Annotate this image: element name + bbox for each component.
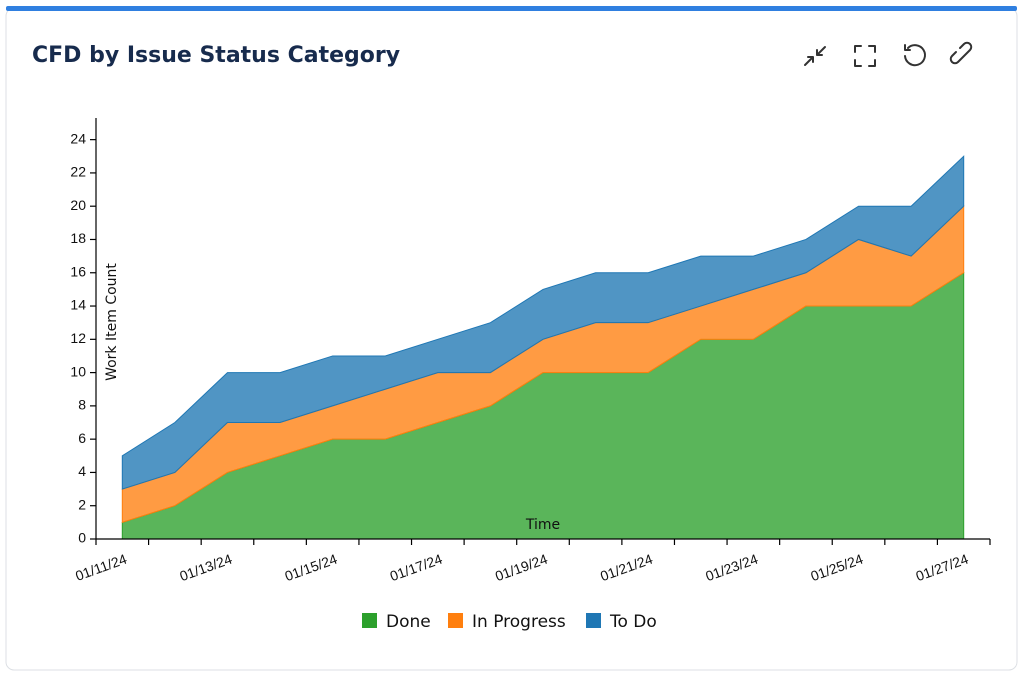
y-tick-label: 24	[70, 130, 86, 146]
x-axis-label: Time	[525, 517, 560, 533]
legend-swatch	[362, 613, 377, 628]
y-tick-label: 12	[70, 330, 86, 346]
y-tick-label: 22	[70, 164, 86, 180]
card-accent	[6, 6, 1017, 11]
y-tick-label: 16	[70, 263, 86, 279]
y-axis-label: Work Item Count	[104, 263, 120, 381]
fullscreen-button[interactable]	[854, 45, 876, 67]
area	[121, 155, 965, 490]
y-tick-label: 2	[78, 496, 86, 512]
minimize-button[interactable]	[804, 46, 826, 66]
legend-label: To Do	[609, 612, 657, 632]
legend-swatch	[448, 613, 463, 628]
chart-title: CFD by Issue Status Category	[32, 43, 400, 68]
y-tick-label: 18	[70, 230, 86, 246]
y-tick-label: 10	[70, 363, 86, 379]
legend-label: In Progress	[472, 612, 566, 632]
y-tick-label: 0	[78, 530, 86, 546]
legend-label: Done	[386, 612, 431, 632]
y-tick-label: 6	[78, 430, 86, 446]
link-button[interactable]	[949, 41, 973, 65]
refresh-button[interactable]	[904, 44, 926, 67]
y-tick-label: 20	[70, 197, 86, 213]
y-tick-label: 4	[78, 463, 86, 479]
y-tick-label: 8	[78, 397, 86, 413]
legend-swatch	[586, 613, 601, 628]
y-tick-label: 14	[70, 297, 86, 313]
